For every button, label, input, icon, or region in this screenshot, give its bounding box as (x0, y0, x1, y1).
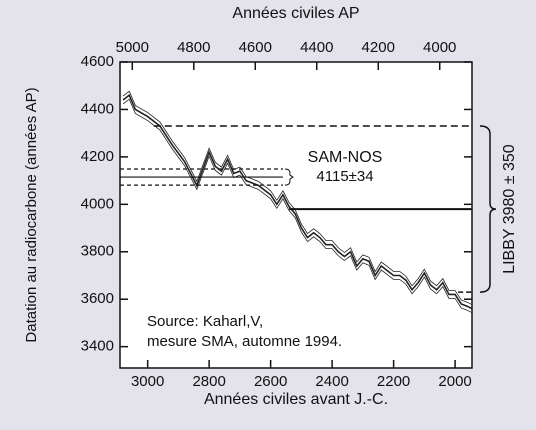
x2-tick-label: 5000 (116, 39, 149, 56)
curve-band (122, 98, 473, 314)
sam-label: 4115±34 (316, 168, 373, 185)
curve-band (122, 90, 473, 306)
x-tick-label: 3000 (131, 373, 164, 390)
x2-tick-label: 4800 (177, 39, 210, 56)
x2-tick-label: 4400 (300, 39, 333, 56)
sam-label: SAM-NOS (308, 149, 383, 166)
y-tick-label: 3600 (81, 290, 114, 307)
x2-tick-label: 4600 (239, 39, 272, 56)
y-axis-label: Datation au radiocarbone (années AP) (23, 87, 40, 342)
x-axis-label: Années civiles avant J.-C. (204, 391, 388, 408)
y-tick-label: 4200 (81, 148, 114, 165)
y-tick-label: 3800 (81, 243, 114, 260)
y-tick-label: 3400 (81, 338, 114, 355)
libby-brace (479, 125, 497, 293)
x2-axis-label: Années civiles AP (232, 5, 359, 22)
x-tick-label: 2000 (438, 373, 471, 390)
libby-label: LIBBY 3980 ± 350 (501, 144, 518, 274)
x2-tick-label: 4200 (362, 39, 395, 56)
x-tick-label: 2400 (315, 373, 348, 390)
sam-brace (284, 168, 294, 186)
x-tick-label: 2800 (192, 373, 225, 390)
source: Source: Kaharl,V, (147, 313, 263, 330)
x-tick-label: 2200 (377, 373, 410, 390)
y-tick-label: 4600 (81, 53, 114, 70)
source: mesure SMA, automne 1994. (147, 333, 342, 350)
x2-tick-label: 4000 (423, 39, 456, 56)
curve (122, 93, 473, 310)
y-tick-label: 4000 (81, 195, 114, 212)
y-tick-label: 4400 (81, 100, 114, 117)
x-tick-label: 2600 (254, 373, 287, 390)
